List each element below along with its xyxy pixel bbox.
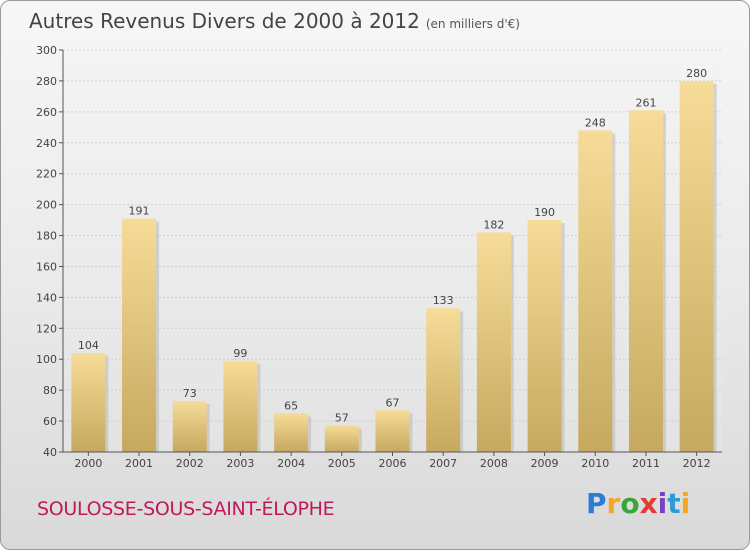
data-label: 73 bbox=[183, 387, 197, 400]
bar bbox=[324, 425, 359, 452]
title-text: Autres Revenus Divers de 2000 à 2012 bbox=[29, 9, 420, 33]
y-tick-label: 80 bbox=[43, 384, 57, 397]
bar bbox=[679, 80, 714, 452]
x-tick-label: 2001 bbox=[125, 457, 153, 470]
bar bbox=[426, 308, 461, 452]
y-tick-label: 280 bbox=[36, 75, 57, 88]
data-label: 65 bbox=[284, 399, 298, 412]
x-tick-label: 2003 bbox=[226, 457, 254, 470]
data-label: 248 bbox=[585, 116, 606, 129]
x-tick-label: 2005 bbox=[328, 457, 356, 470]
x-tick-label: 2011 bbox=[632, 457, 660, 470]
chart-title: Autres Revenus Divers de 2000 à 2012 (en … bbox=[29, 9, 520, 33]
data-label: 280 bbox=[686, 67, 707, 80]
y-tick-label: 240 bbox=[36, 137, 57, 150]
bar bbox=[527, 220, 562, 452]
x-tick-label: 2006 bbox=[379, 457, 407, 470]
bar bbox=[122, 218, 157, 452]
proxiti-logo: Proxiti bbox=[586, 487, 690, 520]
bar bbox=[172, 400, 207, 452]
y-tick-label: 180 bbox=[36, 230, 57, 243]
data-label: 190 bbox=[534, 206, 555, 219]
bar bbox=[274, 413, 309, 452]
x-tick-label: 2010 bbox=[581, 457, 609, 470]
town-name: SOULOSSE-SOUS-SAINT-ÉLOPHE bbox=[37, 498, 335, 520]
y-tick-label: 260 bbox=[36, 106, 57, 119]
y-tick-label: 220 bbox=[36, 168, 57, 181]
x-tick-label: 2002 bbox=[176, 457, 204, 470]
data-label: 67 bbox=[386, 396, 400, 409]
logo-letter: P bbox=[586, 487, 607, 520]
data-label: 182 bbox=[483, 218, 504, 231]
logo-letter: o bbox=[620, 487, 640, 520]
bar bbox=[71, 353, 106, 452]
y-tick-label: 120 bbox=[36, 322, 57, 335]
x-tick-label: 2009 bbox=[531, 457, 559, 470]
logo-letter: t bbox=[667, 487, 681, 520]
y-tick-label: 300 bbox=[36, 44, 57, 57]
logo-letter: i bbox=[657, 487, 668, 520]
y-tick-label: 200 bbox=[36, 199, 57, 212]
data-label: 191 bbox=[129, 205, 150, 218]
x-tick-label: 2000 bbox=[74, 457, 102, 470]
bar bbox=[628, 110, 663, 453]
logo-letter: x bbox=[639, 487, 658, 520]
bar bbox=[476, 232, 511, 452]
chart-subtitle: (en milliers d'€) bbox=[425, 17, 520, 31]
x-tick-label: 2004 bbox=[277, 457, 305, 470]
bar bbox=[578, 130, 613, 452]
data-label: 261 bbox=[635, 96, 656, 109]
bar bbox=[223, 360, 258, 452]
logo-letter: i bbox=[680, 487, 691, 520]
x-tick-label: 2008 bbox=[480, 457, 508, 470]
data-label: 57 bbox=[335, 412, 349, 425]
y-tick-label: 40 bbox=[43, 446, 57, 459]
y-tick-label: 60 bbox=[43, 415, 57, 428]
y-tick-label: 160 bbox=[36, 260, 57, 273]
data-label: 99 bbox=[233, 347, 247, 360]
x-tick-label: 2007 bbox=[429, 457, 457, 470]
logo-letter: r bbox=[606, 487, 621, 520]
plot-area bbox=[63, 50, 722, 452]
x-tick-label: 2012 bbox=[683, 457, 711, 470]
data-label: 133 bbox=[433, 294, 454, 307]
bar bbox=[375, 410, 410, 452]
y-tick-label: 140 bbox=[36, 291, 57, 304]
data-label: 104 bbox=[78, 339, 99, 352]
y-tick-label: 100 bbox=[36, 353, 57, 366]
